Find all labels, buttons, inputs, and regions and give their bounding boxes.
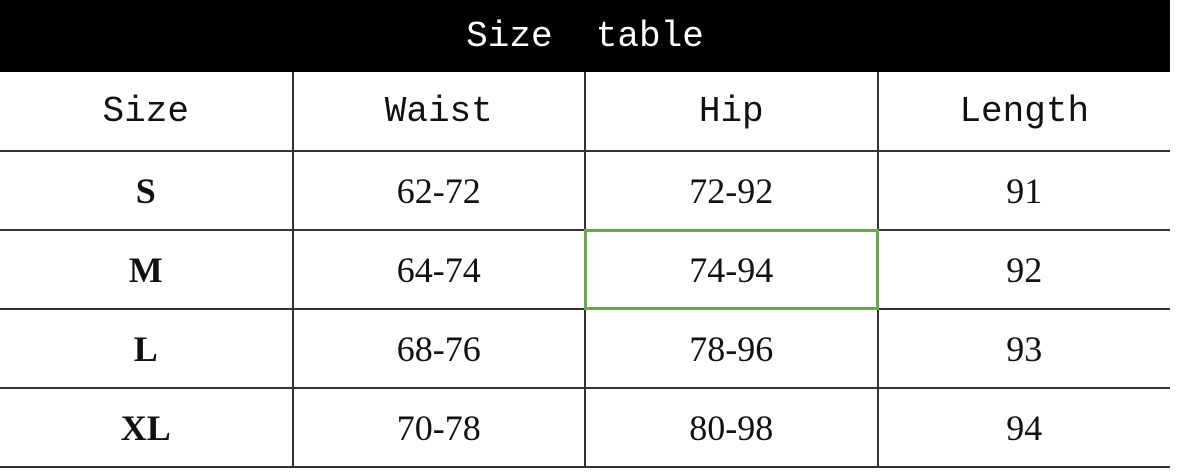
size-table: Size Waist Hip Length S 62-72 72-92 91 M 64-74 74-… (0, 72, 1170, 468)
table-cell[interactable]: S (0, 151, 293, 231)
table-row: XL 70-78 80-98 94 (0, 388, 1170, 468)
column-header: Hip (584, 72, 878, 152)
table-cell[interactable]: L (0, 309, 293, 389)
table-cell[interactable]: 92 (876, 230, 1170, 310)
table-row: M 64-74 74-94 92 (0, 229, 1170, 310)
table-cell[interactable]: 94 (876, 388, 1170, 468)
table-cell[interactable]: 80-98 (584, 388, 878, 468)
table-title: Size table (0, 0, 1170, 72)
column-header: Length (876, 72, 1170, 152)
table-cell[interactable]: 91 (876, 151, 1170, 231)
table-cell[interactable]: 78-96 (584, 309, 878, 389)
table-row: L 68-76 78-96 93 (0, 309, 1170, 389)
table-row: S 62-72 72-92 91 (0, 151, 1170, 231)
selected-cell[interactable]: 74-94 (584, 229, 879, 310)
table-cell[interactable]: 68-76 (291, 309, 585, 389)
table-cell[interactable]: 70-78 (291, 388, 585, 468)
table-cell[interactable]: 62-72 (291, 151, 585, 231)
table-cell[interactable]: 93 (876, 309, 1170, 389)
header-row: Size Waist Hip Length (0, 72, 1170, 152)
column-header: Size (0, 72, 293, 152)
table-cell[interactable]: 64-74 (291, 230, 585, 310)
column-header: Waist (291, 72, 585, 152)
table-cell[interactable]: M (0, 230, 293, 310)
table-cell[interactable]: 72-92 (584, 151, 878, 231)
table-cell[interactable]: XL (0, 388, 293, 468)
